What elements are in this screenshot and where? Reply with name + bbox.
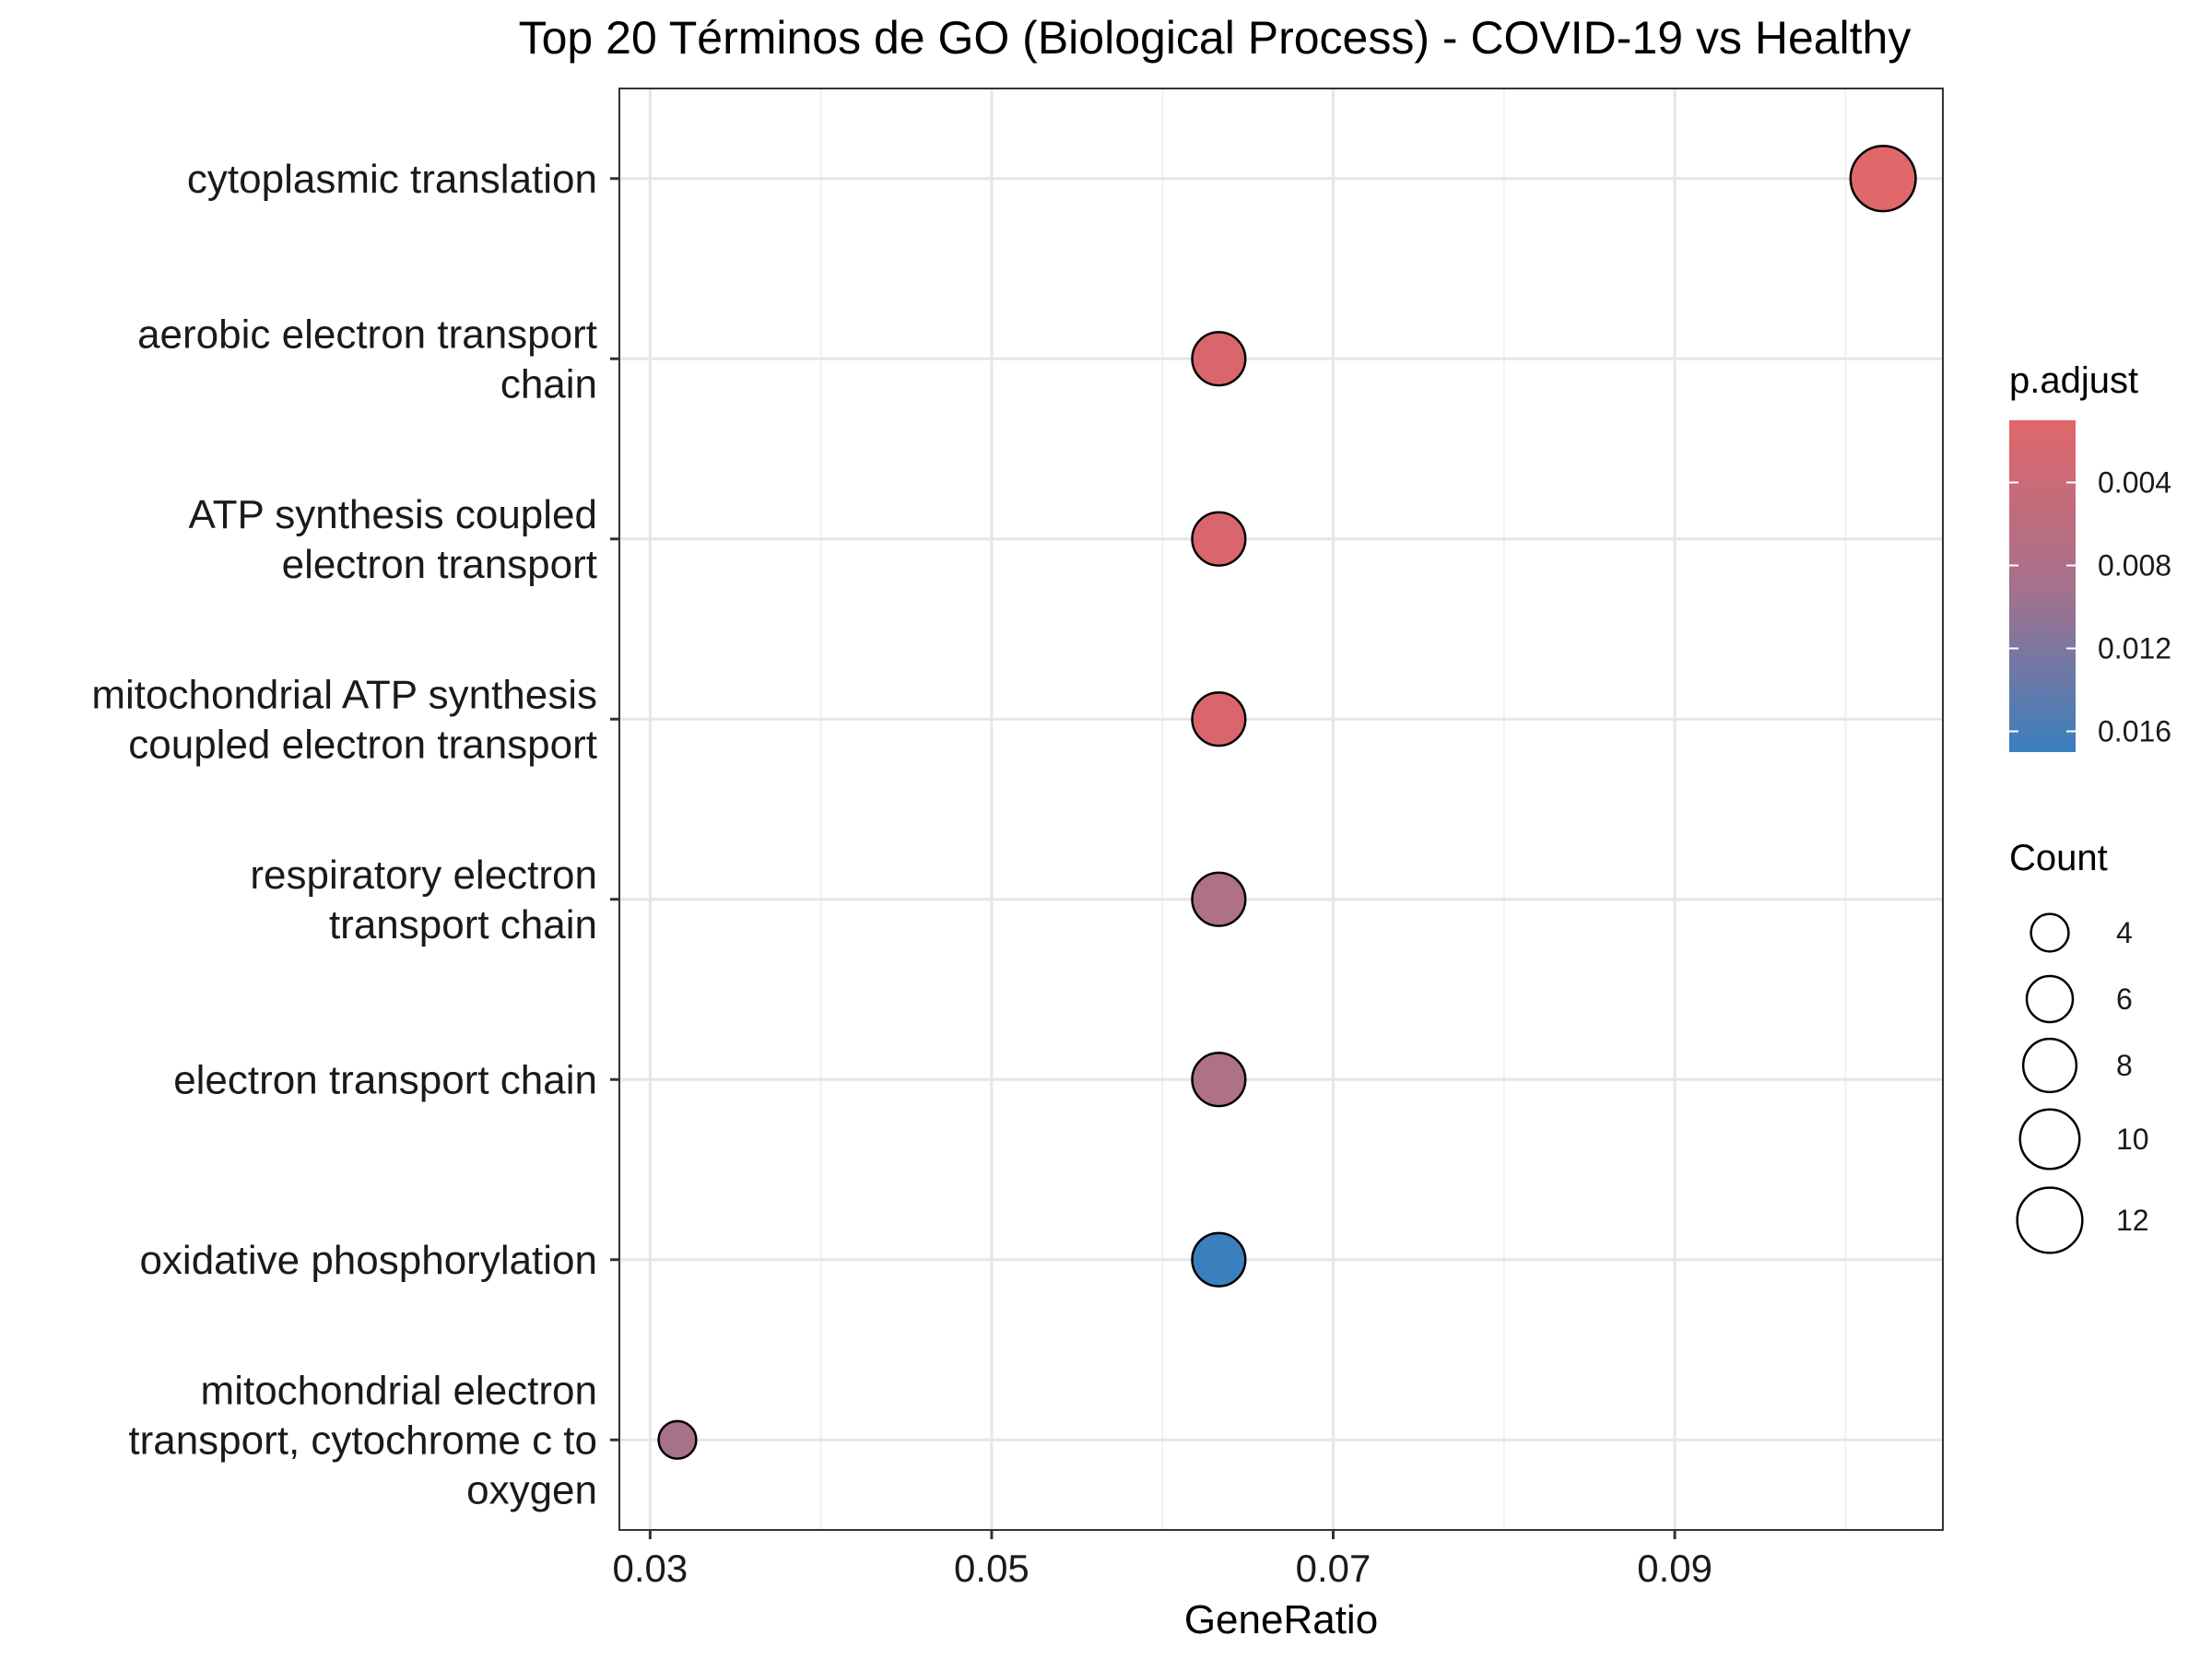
size-legend-label: 12 xyxy=(2116,1204,2149,1237)
y-tick-label: cytoplasmic translation xyxy=(187,157,597,202)
data-point xyxy=(1849,145,1917,213)
y-tick-label: respiratory electron xyxy=(250,853,597,898)
chart-title: Top 20 Términos de GO (Biological Proces… xyxy=(519,12,1912,64)
size-legend-label: 6 xyxy=(2116,982,2133,1016)
size-legend-label: 8 xyxy=(2116,1049,2133,1082)
y-axis-labels: cytoplasmic translation aerobic electron … xyxy=(91,157,619,1512)
data-point xyxy=(1191,691,1247,747)
y-tick-label: oxidative phosphorylation xyxy=(139,1238,597,1283)
color-legend-label: 0.012 xyxy=(2098,632,2171,665)
grid-lines xyxy=(619,88,1943,1530)
data-point xyxy=(1191,1052,1247,1108)
y-tick-label: electron transport xyxy=(282,542,597,587)
y-tick-label: aerobic electron transport xyxy=(137,312,597,357)
data-point xyxy=(1191,871,1247,927)
x-tick-label: 0.09 xyxy=(1637,1547,1712,1590)
size-legend-circle xyxy=(2016,1186,2084,1254)
y-tick-label: ATP synthesis coupled xyxy=(188,492,597,537)
data-points xyxy=(657,145,1917,1460)
size-legend-title: Count xyxy=(2009,838,2108,878)
data-point xyxy=(657,1419,698,1460)
color-legend-label: 0.016 xyxy=(2098,715,2171,748)
y-tick-label: chain xyxy=(500,361,597,406)
y-tick-label: transport chain xyxy=(329,902,597,947)
color-legend-title: p.adjust xyxy=(2009,360,2138,401)
x-axis-title: GeneRatio xyxy=(1184,1597,1378,1642)
x-axis-ticks: 0.03 0.05 0.07 0.09 xyxy=(612,1530,1712,1590)
y-tick-label: oxygen xyxy=(466,1467,597,1512)
data-point xyxy=(1191,1231,1247,1288)
size-legend-circle xyxy=(2018,1108,2081,1171)
x-tick-label: 0.03 xyxy=(612,1547,688,1590)
color-legend-bar xyxy=(2009,420,2076,752)
size-legend-circle xyxy=(2025,974,2075,1024)
size-legend: 4 6 8 10 12 xyxy=(2016,912,2149,1254)
data-point xyxy=(1191,331,1247,387)
size-legend-circle xyxy=(2030,912,2070,953)
color-legend-ticks: 0.004 0.008 0.012 0.016 xyxy=(2009,466,2171,748)
y-tick-label: mitochondrial ATP synthesis xyxy=(91,672,597,717)
y-tick-label: transport, cytochrome c to xyxy=(128,1418,597,1463)
size-legend-label: 4 xyxy=(2116,916,2133,949)
color-legend-label: 0.004 xyxy=(2098,466,2171,500)
data-point xyxy=(1191,511,1247,567)
x-tick-label: 0.07 xyxy=(1296,1547,1371,1590)
x-tick-label: 0.05 xyxy=(954,1547,1030,1590)
y-tick-label: mitochondrial electron xyxy=(201,1368,597,1413)
color-legend-label: 0.008 xyxy=(2098,549,2171,582)
plot-panel xyxy=(619,88,1943,1530)
size-legend-circle xyxy=(2021,1037,2078,1094)
y-tick-label: coupled electron transport xyxy=(128,722,597,767)
size-legend-label: 10 xyxy=(2116,1123,2149,1156)
plot-panel-border xyxy=(618,88,1944,1531)
y-tick-label: electron transport chain xyxy=(173,1057,597,1102)
